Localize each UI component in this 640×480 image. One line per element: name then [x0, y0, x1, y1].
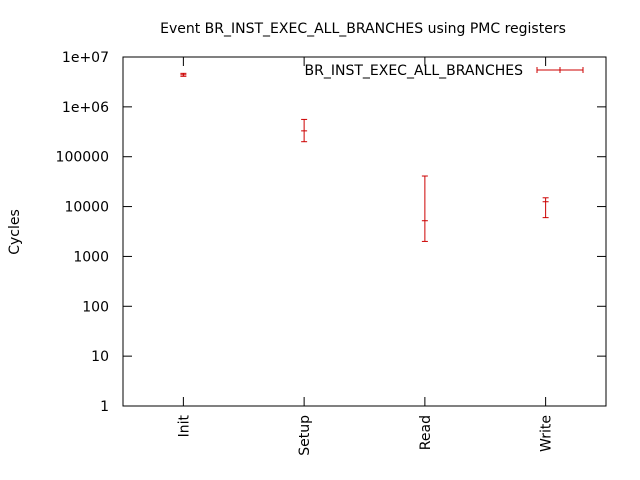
- x-axis: Init Setup Read Write: [176, 57, 555, 456]
- y-tick-label: 1: [100, 399, 109, 415]
- error-bar-setup: [301, 118, 308, 143]
- y-tick-label: 10000: [64, 200, 109, 216]
- x-tick-label: Write: [539, 415, 555, 452]
- y-tick-label: 100000: [56, 150, 109, 166]
- y-tick-label: 1e+06: [62, 100, 109, 116]
- x-tick-label: Init: [176, 414, 192, 437]
- y-tick-label: 1e+07: [62, 50, 109, 66]
- y-axis: 1 10 100 1000 10000 100000 1e+06 1e+07: [56, 50, 606, 415]
- chart-title: Event BR_INST_EXEC_ALL_BRANCHES using PM…: [160, 21, 566, 37]
- legend-sample: [536, 67, 584, 73]
- series-marks: [180, 72, 549, 242]
- y-tick-label: 10: [91, 349, 109, 365]
- x-tick-label: Setup: [297, 415, 313, 456]
- y-tick-label: 100: [82, 299, 109, 315]
- x-tick-label: Read: [418, 415, 434, 450]
- error-bar-init: [180, 72, 187, 77]
- y-tick-label: 1000: [73, 249, 109, 265]
- error-bar-write: [542, 197, 549, 219]
- plot-frame: [122, 56, 607, 407]
- legend-label: BR_INST_EXEC_ALL_BRANCHES: [305, 63, 524, 79]
- legend: BR_INST_EXEC_ALL_BRANCHES: [305, 63, 584, 79]
- error-bar-read: [421, 175, 428, 242]
- y-axis-label: Cycles: [7, 209, 23, 255]
